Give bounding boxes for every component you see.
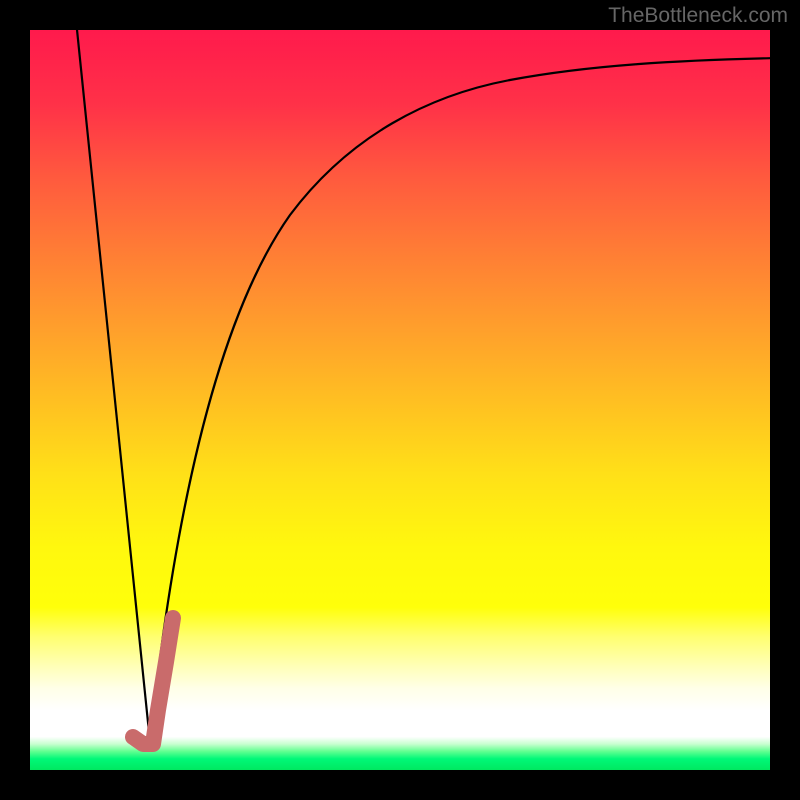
right-curve [150,58,770,742]
chart-curves [30,30,770,770]
chart-plot-area [30,30,770,770]
watermark-text: TheBottleneck.com [608,4,788,28]
left-curve [76,30,150,742]
